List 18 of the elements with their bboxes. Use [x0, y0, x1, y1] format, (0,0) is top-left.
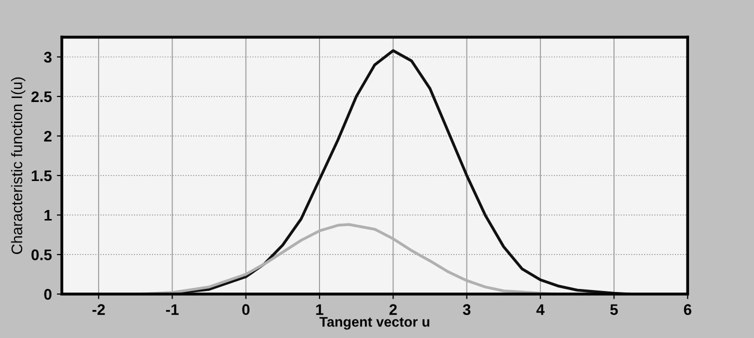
x-tick-label: 2	[389, 304, 397, 315]
x-axis-title: Tangent vector u	[319, 317, 430, 330]
y-tick-label: 1	[44, 210, 52, 221]
y-tick-label: 3	[44, 52, 52, 63]
y-tick-label: 1.5	[32, 170, 52, 182]
x-tick-label: 5	[610, 304, 618, 316]
y-tick-label: 0.5	[31, 249, 52, 260]
x-tick-label: 4	[536, 304, 545, 315]
x-tick-label: 3	[462, 304, 470, 316]
x-tick-label: -1	[166, 304, 179, 315]
x-tick-label: -2	[92, 304, 105, 315]
x-tick-label: 6	[684, 304, 692, 316]
y-tick-label: 0	[44, 288, 52, 300]
y-axis-title: Characteristic function I(u)	[11, 77, 26, 254]
x-tick-label: 1	[316, 304, 324, 315]
x-tick-label: 0	[242, 304, 250, 316]
y-tick-label: 2	[44, 130, 52, 142]
y-tick-label: 2.5	[31, 91, 52, 102]
